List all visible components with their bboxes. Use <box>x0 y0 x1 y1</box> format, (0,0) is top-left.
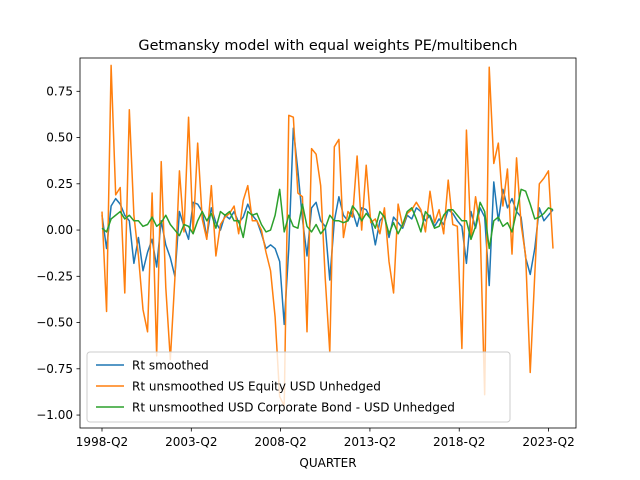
legend-label: Rt unsmoothed US Equity USD Unhedged <box>132 380 381 394</box>
legend-label: Rt unsmoothed USD Corporate Bond - USD U… <box>132 401 455 415</box>
plot-frame <box>79 57 577 429</box>
legend-box <box>86 351 511 423</box>
y-tick-label: 0.00 <box>46 223 73 237</box>
x-tick-label: 2018-Q2 <box>433 435 485 449</box>
legend: Rt smoothed Rt unsmoothed US Equity USD U… <box>86 351 511 423</box>
x-tick-label: 2003-Q2 <box>165 435 217 449</box>
y-tick-label: −0.75 <box>36 362 73 376</box>
x-axis: 1998-Q2 2003-Q2 2008-Q2 2013-Q2 2018-Q2 2023-… <box>76 428 575 449</box>
legend-label: Rt smoothed <box>132 359 209 373</box>
x-tick-label: 2023-Q2 <box>522 435 574 449</box>
y-axis: 0.75 0.50 0.25 0.00 −0.25 −0.50 −0.75 −1.00 <box>36 84 80 422</box>
series-layer <box>101 64 554 407</box>
y-tick-label: 0.50 <box>46 131 73 145</box>
y-tick-label: −0.50 <box>36 316 73 330</box>
y-tick-label: −0.25 <box>36 269 73 283</box>
chart-title: Getmansky model with equal weights PE/mu… <box>138 38 517 54</box>
y-tick-label: 0.25 <box>46 177 73 191</box>
y-tick-label: −1.00 <box>36 408 73 422</box>
x-axis-label: QUARTER <box>299 456 356 470</box>
series-line-3 <box>101 188 554 250</box>
x-tick-label: 2013-Q2 <box>344 435 396 449</box>
x-tick-label: 1998-Q2 <box>76 435 128 449</box>
y-tick-label: 0.75 <box>46 84 73 98</box>
x-tick-label: 2008-Q2 <box>254 435 306 449</box>
